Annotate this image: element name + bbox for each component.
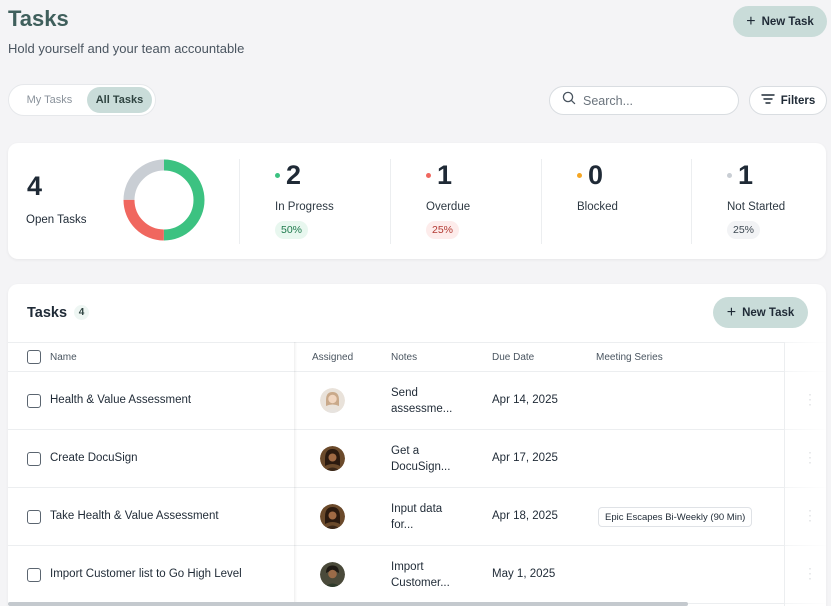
tab-my-tasks[interactable]: My Tasks — [26, 94, 73, 106]
status-dot — [275, 172, 280, 178]
stat-value: 2 — [286, 159, 302, 190]
table-header: Name Assigned Notes Due Date Meeting Ser… — [8, 342, 826, 372]
divider — [691, 159, 692, 244]
table-row[interactable]: Take Health & Value Assessment Input dat… — [8, 488, 826, 546]
divider — [239, 159, 240, 244]
task-name[interactable]: Import Customer list to Go High Level — [50, 568, 242, 580]
page-title: Tasks — [8, 6, 69, 31]
stat-label: Blocked — [577, 201, 618, 213]
tab-all-tasks[interactable]: All Tasks — [86, 87, 152, 113]
row-checkbox[interactable] — [27, 394, 41, 408]
task-name[interactable]: Health & Value Assessment — [50, 394, 192, 406]
task-notes: Send assessme... — [391, 387, 453, 415]
search-box[interactable] — [549, 86, 739, 115]
filter-icon — [761, 93, 775, 108]
task-due-date: Apr 17, 2025 — [492, 452, 558, 464]
row-checkbox[interactable] — [27, 452, 41, 466]
divider — [390, 159, 391, 244]
task-notes: Import Customer... — [391, 561, 450, 589]
column-header-assigned[interactable]: Assigned — [312, 352, 354, 363]
status-dot — [426, 172, 431, 178]
table-row[interactable]: Import Customer list to Go High Level Im… — [8, 546, 826, 604]
truncated-column-fade — [784, 342, 826, 606]
meeting-series-chip[interactable]: Epic Escapes Bi-Weekly (90 Min) — [598, 507, 753, 527]
column-header-name[interactable]: Name — [50, 352, 77, 363]
search-icon — [562, 91, 576, 110]
stat-blocked: 0 Blocked — [577, 159, 717, 213]
horizontal-scrollbar[interactable] — [8, 602, 688, 606]
stat-label: In Progress — [275, 201, 334, 213]
stat-percent-badge: 50% — [275, 221, 309, 239]
new-task-label: New Task — [761, 15, 814, 28]
status-donut-chart — [123, 159, 205, 241]
task-due-date: Apr 18, 2025 — [492, 510, 558, 522]
donut-segment-not-started — [123, 159, 205, 241]
filters-button[interactable]: Filters — [749, 86, 827, 115]
plus-icon: + — [746, 12, 756, 30]
open-tasks-label: Open Tasks — [26, 214, 87, 226]
avatar[interactable] — [320, 562, 345, 587]
view-toggle: My Tasks All Tasks — [8, 84, 156, 116]
task-name[interactable]: Take Health & Value Assessment — [50, 510, 219, 522]
row-checkbox[interactable] — [27, 510, 41, 524]
table-row[interactable]: Health & Value Assessment Send assessme.… — [8, 372, 826, 430]
filters-label: Filters — [780, 94, 816, 107]
stat-value: 1 — [738, 159, 754, 190]
stat-value: 1 — [437, 159, 453, 190]
stat-label: Not Started — [727, 201, 786, 213]
donut-segment-overdue — [123, 159, 205, 241]
column-header-notes[interactable]: Notes — [391, 352, 418, 363]
status-dot — [577, 172, 582, 178]
stat-percent-badge: 25% — [727, 221, 761, 239]
divider — [541, 159, 542, 244]
task-name[interactable]: Create DocuSign — [50, 452, 138, 464]
row-checkbox[interactable] — [27, 568, 41, 582]
search-input[interactable] — [583, 93, 723, 108]
plus-icon: + — [726, 303, 737, 321]
page-subtitle: Hold yourself and your team accountable — [8, 41, 245, 56]
stat-not-started: 1 Not Started 25% — [727, 159, 831, 239]
status-dot — [727, 172, 732, 178]
table-row[interactable]: Create DocuSign Get a DocuSign... Apr 17… — [8, 430, 826, 488]
column-header-due-date[interactable]: Due Date — [492, 352, 535, 363]
stat-label: Overdue — [426, 201, 471, 213]
new-task-button-panel[interactable]: + New Task — [713, 297, 808, 328]
avatar[interactable] — [320, 388, 345, 413]
task-notes: Get a DocuSign... — [391, 445, 451, 473]
stat-overdue: 1 Overdue 25% — [426, 159, 566, 239]
tasks-table-panel: Tasks 4 + New Task Name Assigned Notes D… — [8, 284, 826, 606]
tasks-count-badge: 4 — [74, 305, 89, 320]
new-task-button[interactable]: + New Task — [733, 6, 827, 37]
task-due-date: May 1, 2025 — [492, 568, 556, 580]
task-due-date: Apr 14, 2025 — [492, 394, 558, 406]
column-divider-shadow — [294, 342, 297, 606]
new-task-label: New Task — [742, 306, 795, 319]
stat-in-progress: 2 In Progress 50% — [275, 159, 415, 239]
column-header-meeting-series[interactable]: Meeting Series — [596, 352, 663, 363]
avatar[interactable] — [320, 504, 345, 529]
task-summary-card: 4 Open Tasks 2 In Progress 50% 1 Overdue… — [8, 143, 826, 259]
task-notes: Input data for... — [391, 503, 443, 531]
tasks-panel-title: Tasks — [27, 305, 68, 321]
stat-value: 0 — [588, 159, 604, 190]
avatar[interactable] — [320, 446, 345, 471]
open-tasks-count: 4 — [27, 171, 43, 201]
stat-percent-badge: 25% — [426, 221, 460, 239]
select-all-checkbox[interactable] — [27, 350, 41, 364]
